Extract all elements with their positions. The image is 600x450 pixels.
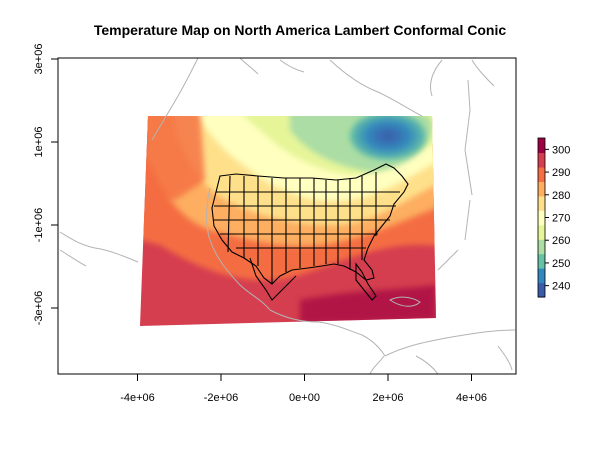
colorbar-tick-label: 290 bbox=[552, 167, 570, 179]
map-title: Temperature Map on North America Lambert… bbox=[93, 22, 507, 38]
y-tick-label: -3e+06 bbox=[33, 291, 45, 326]
colorbar-swatch bbox=[538, 181, 545, 197]
colorbar-tick-label: 300 bbox=[552, 144, 570, 156]
colorbar-swatch bbox=[538, 152, 545, 168]
colorbar-tick-label: 280 bbox=[552, 190, 570, 202]
x-axis: -4e+06 -2e+06 0e+00 2e+06 4e+06 bbox=[120, 373, 487, 404]
x-tick-label: -4e+06 bbox=[120, 392, 155, 404]
colorbar-swatch bbox=[538, 282, 545, 298]
colorbar-tick-label: 260 bbox=[552, 235, 570, 247]
x-tick-label: 4e+06 bbox=[456, 392, 487, 404]
colorbar-swatch bbox=[538, 268, 545, 284]
colorbar-tick-label: 250 bbox=[552, 258, 570, 270]
us-states bbox=[211, 163, 409, 301]
colorbar-swatch bbox=[538, 239, 545, 255]
x-tick-label: 0e+00 bbox=[289, 392, 320, 404]
colorbar-swatch bbox=[538, 195, 545, 211]
colorbar-swatch bbox=[538, 224, 545, 240]
x-tick-label: 2e+06 bbox=[373, 392, 404, 404]
colorbar-swatch bbox=[538, 138, 545, 154]
y-tick-label: 1e+06 bbox=[33, 127, 45, 158]
x-tick-label: -2e+06 bbox=[204, 392, 239, 404]
colorbar-swatch bbox=[538, 166, 545, 182]
y-tick-label: 3e+06 bbox=[33, 44, 45, 75]
colorbar: 240 250 260 270 280 290 300 bbox=[537, 137, 570, 298]
y-axis: 3e+06 1e+06 -1e+06 -3e+06 bbox=[33, 44, 59, 326]
colorbar-swatch bbox=[538, 253, 545, 269]
coastlines bbox=[59, 58, 516, 374]
colorbar-tick-label: 270 bbox=[552, 213, 570, 225]
y-tick-label: -1e+06 bbox=[33, 208, 45, 243]
colorbar-swatch bbox=[538, 210, 545, 226]
colorbar-tick-label: 240 bbox=[552, 281, 570, 293]
